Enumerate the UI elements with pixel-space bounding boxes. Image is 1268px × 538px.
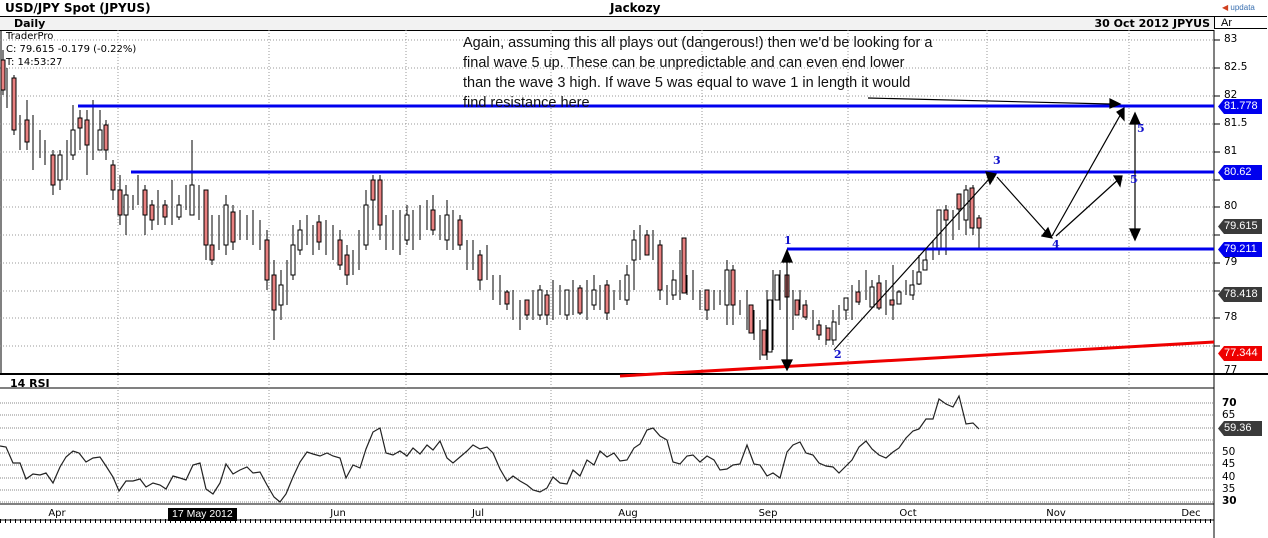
rsi-tick: 35 bbox=[1222, 483, 1236, 495]
candle-bodies bbox=[0, 59, 982, 356]
x-label-sep: Sep bbox=[758, 508, 778, 519]
x-label-jul: Jul bbox=[471, 508, 485, 519]
x-label-dec: Dec bbox=[1181, 508, 1201, 519]
wave-label-4: 4 bbox=[1052, 238, 1060, 251]
price-tick: 81.5 bbox=[1224, 117, 1248, 129]
title-bar: USD/JPY Spot (JPYUS) Jackozy ◀ updata bbox=[0, 0, 1268, 17]
author-name: Jackozy bbox=[610, 1, 661, 15]
axis-header: Ar bbox=[1214, 16, 1267, 29]
price-tag-79211: 79.211 bbox=[1218, 242, 1262, 257]
trendline-support bbox=[619, 340, 1215, 378]
rsi-grid bbox=[0, 402, 1214, 503]
rsi-panel-label: 14 RSI bbox=[10, 377, 50, 390]
price-tick: 82 bbox=[1224, 89, 1238, 101]
price-tick: 79 bbox=[1224, 256, 1238, 268]
updata-logo: ◀ updata bbox=[1222, 3, 1255, 12]
price-tick: 77 bbox=[1224, 364, 1238, 376]
price-tick: 80 bbox=[1224, 200, 1238, 212]
x-label-nov: Nov bbox=[1046, 508, 1066, 519]
analysis-annotation: Again, assuming this all plays out (dang… bbox=[463, 35, 933, 111]
rsi-current-tag: 59.36 bbox=[1218, 421, 1262, 436]
period-label: Daily bbox=[14, 17, 46, 30]
price-axis-ticks bbox=[1214, 39, 1220, 347]
price-tick: 83 bbox=[1224, 33, 1238, 45]
price-tick: 78 bbox=[1224, 311, 1238, 323]
time-label: T: 14:53:27 bbox=[6, 57, 63, 68]
symbol-title: USD/JPY Spot (JPYUS) bbox=[5, 1, 151, 15]
price-tag-8062: 80.62 bbox=[1218, 165, 1262, 180]
wave-label-2: 2 bbox=[834, 348, 842, 361]
price-tag-81778: 81.778 bbox=[1218, 99, 1262, 114]
logo-arrow-icon: ◀ bbox=[1222, 3, 1229, 12]
date-symbol-label: 30 Oct 2012 JPYUS bbox=[1094, 17, 1210, 30]
rsi-tick: 45 bbox=[1222, 458, 1236, 470]
wave-arrows bbox=[781, 97, 1141, 372]
wave-label-3: 3 bbox=[993, 154, 1001, 167]
rsi-tick: 30 bbox=[1222, 495, 1237, 507]
price-tick: 81 bbox=[1224, 145, 1238, 157]
price-tick: 82.5 bbox=[1224, 61, 1248, 73]
price-tag-77344: 77.344 bbox=[1218, 346, 1262, 361]
rsi-tick: 40 bbox=[1222, 471, 1236, 483]
wave-label-5-upper: 5 bbox=[1137, 122, 1145, 135]
close-label: C: 79.615 -0.179 (-0.22%) bbox=[6, 44, 137, 55]
price-tag-78418: 78.418 bbox=[1218, 287, 1262, 302]
x-label-jun: Jun bbox=[330, 508, 346, 519]
rsi-tick: 70 bbox=[1222, 397, 1237, 409]
cursor-date-chip: 17 May 2012 bbox=[168, 508, 237, 521]
rsi-tick: 65 bbox=[1222, 409, 1236, 421]
wave-label-5-lower: 5 bbox=[1130, 173, 1138, 186]
rsi-tick: 50 bbox=[1222, 446, 1236, 458]
rsi-line bbox=[0, 394, 980, 503]
wave-label-1: 1 bbox=[784, 234, 792, 247]
source-label: TraderPro bbox=[6, 31, 54, 42]
price-tag-last: 79.615 bbox=[1218, 219, 1262, 234]
x-label-oct: Oct bbox=[899, 508, 917, 519]
x-label-aug: Aug bbox=[618, 508, 638, 519]
chart-header: Daily 30 Oct 2012 JPYUS bbox=[0, 16, 1214, 31]
x-label-apr: Apr bbox=[48, 508, 66, 519]
